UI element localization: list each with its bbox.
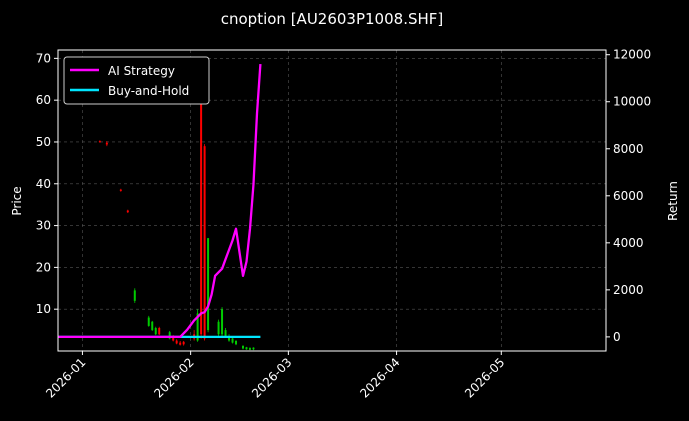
y2-tick-label: 12000	[613, 48, 651, 62]
candle-body	[126, 210, 129, 213]
y2-tick-label: 6000	[613, 189, 644, 203]
candle-body	[196, 313, 199, 341]
candle-body	[207, 238, 210, 331]
legend-box	[63, 56, 210, 105]
candle-body	[147, 317, 150, 326]
candle-body	[133, 290, 136, 301]
y-tick-label: 30	[36, 219, 51, 233]
candle-body	[200, 83, 203, 335]
candle-body	[158, 328, 161, 335]
y-tick-label: 10	[36, 302, 51, 316]
legend-label-ai-strategy: AI Strategy	[108, 64, 175, 78]
y-axis-title: Price	[10, 186, 24, 215]
candle-body	[231, 338, 234, 343]
candle-body	[154, 328, 157, 335]
candle-body	[175, 340, 178, 344]
candle-body	[224, 330, 227, 337]
y2-axis-title: Return	[666, 181, 680, 221]
candle-body	[252, 347, 255, 350]
candle-body	[98, 141, 101, 143]
candle-body	[235, 340, 238, 345]
candle-body	[119, 189, 122, 191]
y2-tick-label: 4000	[613, 236, 644, 250]
left-axis: 10 20 30 40 50 60 70	[36, 51, 58, 316]
y-tick-label: 70	[36, 51, 51, 65]
series-line-ai-strategy	[58, 64, 262, 339]
y-tick-label: 20	[36, 260, 51, 274]
candle-body	[179, 342, 182, 345]
candle-body	[217, 321, 220, 335]
y2-tick-label: 2000	[613, 283, 644, 297]
candle-body	[245, 347, 248, 350]
y-tick-label: 60	[36, 93, 51, 107]
candle-body	[203, 146, 206, 339]
y2-tick-label: 8000	[613, 142, 644, 156]
right-axis: 0 2000 4000 6000 8000 10000 12000	[606, 48, 651, 344]
legend: AI Strategy Buy-and-Hold	[63, 56, 210, 105]
y-tick-label: 40	[36, 177, 51, 191]
series-lines	[58, 64, 262, 339]
legend-label-buy-and-hold: Buy-and-Hold	[108, 84, 189, 98]
candle-body	[241, 345, 244, 349]
y2-tick-label: 10000	[613, 95, 651, 109]
candle-body	[221, 309, 224, 335]
candle-body	[151, 321, 154, 331]
y2-tick-label: 0	[613, 330, 621, 344]
candle-body	[182, 341, 185, 345]
candles	[98, 75, 255, 351]
candle-body	[228, 336, 231, 341]
plot-frame	[57, 49, 607, 352]
candle-body	[172, 336, 175, 341]
chart-title: cnoption [AU2603P1008.SHF]	[221, 10, 444, 28]
candle-body	[105, 142, 108, 145]
y-tick-label: 50	[36, 135, 51, 149]
candle-body	[248, 348, 251, 350]
candle-body	[168, 332, 171, 339]
